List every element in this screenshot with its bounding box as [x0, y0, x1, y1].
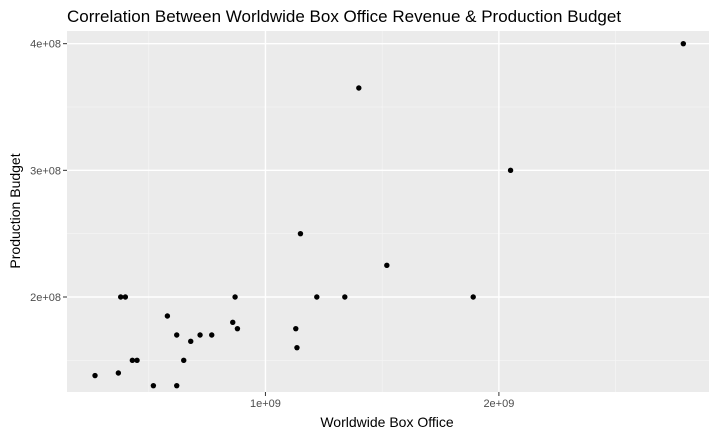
data-point — [234, 325, 241, 332]
data-point — [117, 294, 124, 300]
y-tick-label: 3e+08 — [30, 165, 61, 177]
data-point — [115, 370, 122, 376]
data-point — [181, 357, 187, 364]
y-tick-label: 4e+08 — [30, 39, 61, 51]
data-point — [197, 332, 203, 338]
chart-title: Correlation Between Worldwide Box Office… — [67, 7, 621, 26]
x-tick-label: 1e+09 — [250, 398, 281, 410]
plot-panel — [67, 31, 709, 392]
minor-gridlines — [67, 31, 709, 392]
x-axis-ticks: 1e+09 2e+09 — [250, 392, 514, 410]
data-point — [92, 372, 98, 379]
data-point — [188, 338, 194, 345]
data-point — [680, 40, 687, 47]
data-point — [230, 319, 236, 326]
data-point — [342, 294, 348, 300]
data-point — [294, 344, 300, 351]
data-point — [470, 294, 476, 300]
data-point — [297, 230, 304, 237]
y-axis-ticks: 2e+08 3e+08 4e+08 — [30, 39, 67, 304]
x-tick-label: 2e+09 — [483, 398, 514, 410]
data-point — [174, 382, 180, 389]
data-point — [384, 262, 390, 269]
data-point — [209, 332, 215, 338]
data-points — [92, 40, 687, 389]
data-point — [293, 325, 299, 332]
data-point — [507, 167, 514, 174]
data-point — [232, 294, 238, 300]
data-point — [122, 294, 129, 300]
data-point — [314, 294, 320, 300]
x-axis-label: Worldwide Box Office — [320, 414, 454, 430]
data-point — [164, 313, 171, 319]
data-point — [134, 357, 140, 364]
major-gridlines — [67, 31, 709, 392]
y-axis-label: Production Budget — [7, 153, 23, 268]
data-point — [129, 357, 136, 364]
y-tick-label: 2e+08 — [30, 292, 61, 304]
data-point — [150, 382, 157, 389]
data-point — [174, 332, 180, 338]
data-point — [356, 85, 362, 91]
